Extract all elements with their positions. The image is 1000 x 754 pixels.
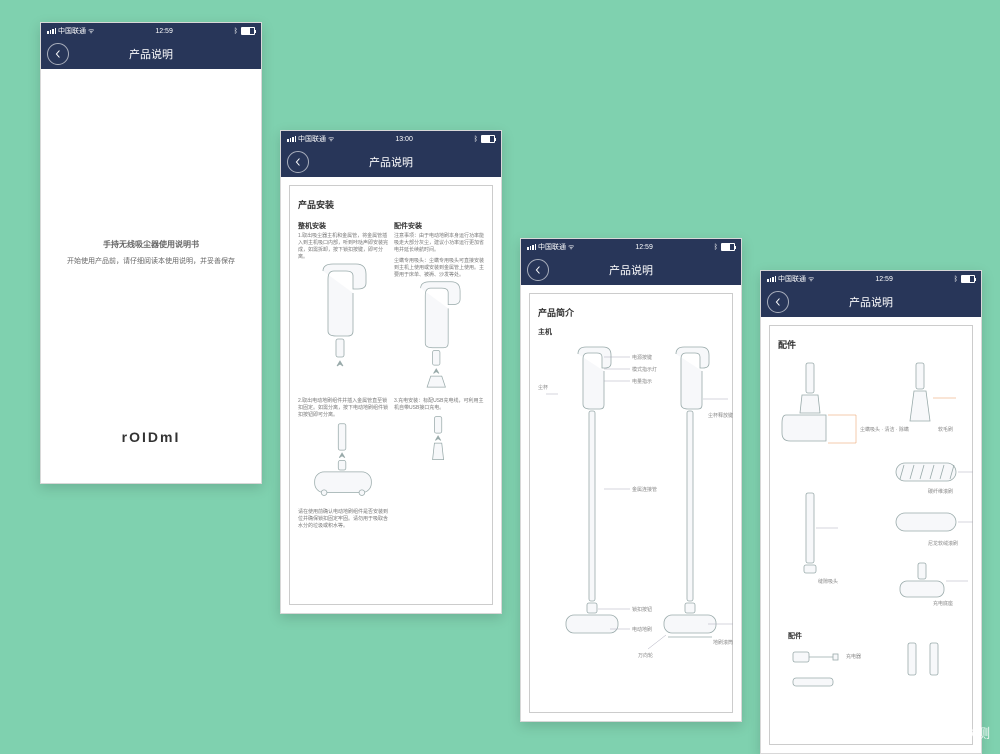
svg-text:地刷滚筒: 地刷滚筒	[713, 639, 733, 646]
battery-icon	[961, 275, 975, 283]
svg-text:电源按键: 电源按键	[632, 354, 652, 361]
svg-text:金属连接管: 金属连接管	[632, 486, 657, 493]
sub-section-title: 主机	[538, 327, 724, 337]
watermark: 新浪众测	[912, 722, 990, 742]
svg-text:充电器: 充电器	[846, 653, 861, 660]
right-col-sub: 尘螨专用吸头：尘螨专用吸头可直接安装到主机上使用或安装到金属管上使用。主要用于床…	[394, 258, 484, 279]
bluetooth-icon: ᛒ	[474, 136, 478, 143]
chevron-left-icon	[54, 50, 62, 58]
battery-icon	[481, 135, 495, 143]
svg-text:锁扣按钮: 锁扣按钮	[632, 606, 652, 613]
svg-text:碳纤维滚刷: 碳纤维滚刷	[928, 488, 953, 495]
left-col-title: 整机安装	[298, 221, 388, 231]
bluetooth-icon: ᛒ	[954, 276, 958, 283]
right-col-text: 注意事项：由于电动地刷本身运行功率能吸走大部分灰尘，建议小功率运行更加省电并延长…	[394, 233, 484, 254]
phone-screenshot-2: 中国联通 ᯤ 13:00 ᛒ 产品说明 产品安装 整机安装 1.取出吸尘器主机和…	[280, 130, 502, 614]
step2-text: 2.取出电动地刷组件并插入金属管直至锁扣固定。如需分离，按下电动地刷组件锁扣按钮…	[298, 398, 388, 419]
signal-icon	[47, 28, 56, 34]
svg-text:充电底座: 充电底座	[933, 600, 953, 607]
signal-icon	[527, 244, 536, 250]
clock-label: 12:59	[155, 28, 173, 35]
accessories-diagram: 尘螨吸头 · 清洁 · 除螨 软毛刷 碳纤维滚刷	[778, 353, 978, 743]
signal-icon	[287, 136, 296, 142]
phone-screenshot-4: 中国联通 ᯤ 12:59 ᛒ 产品说明 配件	[760, 270, 982, 754]
nav-title: 产品说明	[761, 294, 981, 310]
clock-label: 12:59	[875, 276, 893, 283]
carrier-label: 中国联通	[58, 26, 86, 36]
page-content: 产品安装 整机安装 1.取出吸尘器主机和金属管，将金属管插入到主机吸口内部，听到…	[281, 177, 501, 613]
left-col-text: 1.取出吸尘器主机和金属管，将金属管插入到主机吸口内部，听到咔哒声即安装完成，如…	[298, 233, 388, 261]
vacuum-diagram-right	[394, 279, 484, 389]
carrier-label: 中国联通	[298, 134, 326, 144]
wifi-icon: ᯤ	[568, 243, 574, 252]
watermark-cube-icon	[912, 722, 932, 742]
svg-text:配件: 配件	[788, 631, 802, 640]
chevron-left-icon	[534, 266, 542, 274]
status-bar: 中国联通 ᯤ 12:59 ᛒ	[521, 239, 741, 255]
nav-bar: 产品说明	[281, 147, 501, 177]
phone-screenshot-3: 中国联通 ᯤ 12:59 ᛒ 产品说明 产品简介 主机	[520, 238, 742, 722]
svg-text:缝隙吸头: 缝隙吸头	[818, 578, 838, 585]
section-title: 产品简介	[538, 306, 724, 319]
nav-bar: 产品说明	[761, 287, 981, 317]
wifi-icon: ᯤ	[328, 135, 334, 144]
back-button[interactable]	[47, 43, 69, 65]
doc-sub-title: 开始使用产品前，请仔细阅读本使用说明，并妥善保存	[67, 256, 235, 267]
step3-text: 3.充电安装：标配USB充电线，可利用主机自带USB接口充电。	[394, 398, 484, 412]
svg-text:模式指示灯: 模式指示灯	[632, 366, 657, 373]
clock-label: 12:59	[635, 244, 653, 251]
status-bar: 中国联通 ᯤ 12:59 ᛒ	[41, 23, 261, 39]
chevron-left-icon	[774, 298, 782, 306]
svg-text:电动地刷: 电动地刷	[632, 626, 652, 633]
right-col-title: 配件安装	[394, 221, 484, 231]
page-content: 配件 尘螨吸头 · 清洁 · 除螨 软毛刷	[761, 317, 981, 753]
signal-icon	[767, 276, 776, 282]
carrier-label: 中国联通	[778, 274, 806, 284]
crevice-diagram	[394, 412, 484, 467]
svg-text:万向轮: 万向轮	[638, 652, 653, 659]
section-title: 配件	[778, 338, 964, 351]
brand-logo: rOIDmI	[49, 429, 253, 445]
page-content: 手持无线吸尘器使用说明书 开始使用产品前，请仔细阅读本使用说明，并妥善保存 rO…	[41, 69, 261, 483]
bluetooth-icon: ᛒ	[714, 244, 718, 251]
svg-text:尘螨吸头 · 清洁 · 除螨: 尘螨吸头 · 清洁 · 除螨	[860, 426, 909, 433]
nav-title: 产品说明	[41, 46, 261, 62]
product-overview-diagram: 电源按键 模式指示灯 电量指示 尘杯 金属连接管 锁扣按钮 电动地刷 地刷滚筒 …	[538, 339, 738, 709]
svg-text:软毛刷: 软毛刷	[938, 426, 953, 433]
battery-icon	[241, 27, 255, 35]
nav-bar: 产品说明	[41, 39, 261, 69]
wifi-icon: ᯤ	[808, 275, 814, 284]
svg-text:尘杯释放键: 尘杯释放键	[708, 412, 733, 419]
clock-label: 13:00	[395, 136, 413, 143]
floor-brush-diagram	[298, 419, 388, 504]
section-title: 产品安装	[298, 198, 484, 211]
carrier-label: 中国联通	[538, 242, 566, 252]
nav-title: 产品说明	[281, 154, 501, 170]
bluetooth-icon: ᛒ	[234, 28, 238, 35]
phone-screenshot-1: 中国联通 ᯤ 12:59 ᛒ 产品说明 手持无线吸尘器使用说明书 开始使用产品前…	[40, 22, 262, 484]
chevron-left-icon	[294, 158, 302, 166]
nav-title: 产品说明	[521, 262, 741, 278]
back-button[interactable]	[287, 151, 309, 173]
wifi-icon: ᯤ	[88, 27, 94, 36]
svg-text:尼龙软绒滚刷: 尼龙软绒滚刷	[928, 540, 958, 547]
battery-icon	[721, 243, 735, 251]
back-button[interactable]	[767, 291, 789, 313]
status-bar: 中国联通 ᯤ 12:59 ᛒ	[761, 271, 981, 287]
status-bar: 中国联通 ᯤ 13:00 ᛒ	[281, 131, 501, 147]
doc-main-title: 手持无线吸尘器使用说明书	[103, 239, 199, 252]
nav-bar: 产品说明	[521, 255, 741, 285]
footer-text: 请在使用前确认电动地刷组件是否安装到位并确保锁扣固定牢固。请勿用于吸取含水分的垃…	[298, 509, 388, 530]
watermark-text: 新浪众测	[938, 723, 990, 742]
back-button[interactable]	[527, 259, 549, 281]
svg-text:尘杯: 尘杯	[538, 384, 548, 391]
svg-text:电量指示: 电量指示	[632, 378, 652, 385]
vacuum-diagram-left	[298, 261, 388, 381]
page-content: 产品简介 主机	[521, 285, 741, 721]
